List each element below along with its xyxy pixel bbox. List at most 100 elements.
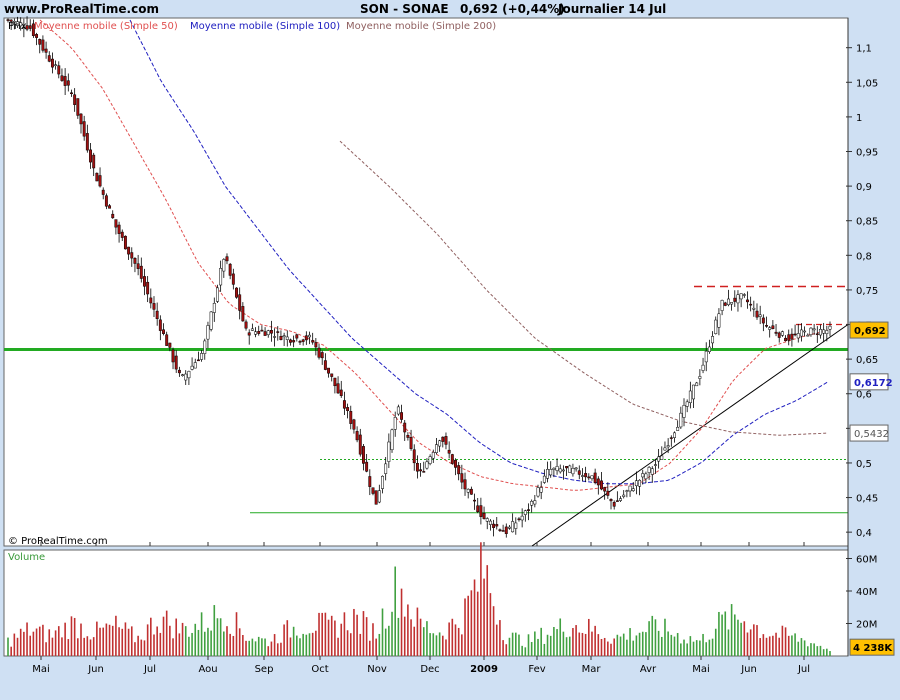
volume-bar — [324, 612, 327, 656]
price-candle — [174, 355, 178, 370]
price-candle — [368, 476, 372, 487]
price-candle — [276, 331, 280, 333]
site-name[interactable]: www.ProRealTime.com — [4, 2, 159, 16]
price-candle — [41, 39, 45, 51]
price-candle — [282, 335, 286, 338]
volume-bar — [26, 622, 28, 656]
x-tick-label: Fev — [528, 664, 545, 675]
price-candle — [755, 310, 759, 318]
price-candle — [212, 302, 216, 313]
price-candle — [393, 417, 397, 430]
volume-bar — [340, 623, 343, 656]
volume-bar — [245, 640, 247, 656]
x-tick-label: Jun — [740, 664, 757, 675]
volume-bar — [753, 624, 755, 656]
x-tick-label: Mai — [692, 664, 710, 675]
price-candle — [600, 480, 603, 490]
price-candle — [676, 426, 680, 431]
x-tick-label: Nov — [367, 664, 387, 675]
price-candle — [168, 342, 172, 348]
x-tick-label: Jun — [87, 664, 104, 675]
volume-bar — [772, 635, 774, 656]
price-candle — [12, 21, 16, 23]
price-candle — [203, 340, 207, 354]
volume-bar — [80, 623, 82, 656]
instrument-title: SON - SONAE — [360, 2, 449, 16]
volume-bar — [603, 637, 606, 656]
volume-bar — [413, 626, 416, 656]
volume-bar — [648, 621, 650, 656]
volume-bar — [683, 639, 685, 656]
price-candle — [454, 459, 457, 468]
volume-bar — [92, 637, 95, 656]
price-candle — [6, 19, 10, 21]
volume-bar — [394, 566, 396, 656]
volume-bar — [191, 632, 193, 656]
price-candle — [577, 470, 581, 475]
volume-bar — [622, 633, 625, 656]
volume-bar — [410, 619, 412, 656]
price-candle — [571, 467, 575, 475]
price-candle — [263, 331, 267, 336]
volume-bar — [299, 638, 301, 656]
volume-bar — [445, 639, 447, 656]
volume-bar — [784, 627, 787, 656]
price-candle — [730, 302, 734, 305]
volume-bar — [781, 625, 784, 656]
price-candle — [355, 431, 359, 441]
price-candle — [38, 39, 42, 45]
x-tick-label: Jul — [797, 664, 810, 675]
volume-bar — [337, 637, 339, 656]
price-candle — [149, 297, 153, 304]
price-candle — [304, 335, 308, 341]
price-candle — [79, 113, 83, 125]
volume-bar — [534, 631, 536, 656]
price-candle — [647, 467, 651, 473]
price-candle — [568, 465, 572, 473]
volume-bar — [721, 614, 723, 656]
volume-bar — [514, 632, 517, 656]
volume-bar — [540, 627, 542, 656]
volume-bar — [283, 624, 285, 656]
volume-bar — [676, 633, 679, 656]
price-tag — [849, 373, 889, 391]
price-candle — [733, 297, 737, 302]
volume-bar — [546, 634, 549, 656]
uptrend-line — [531, 324, 849, 547]
price-candle — [701, 364, 705, 371]
volume-bar — [549, 635, 552, 656]
price-candle — [266, 330, 270, 336]
y-tick-label: 0,75 — [856, 286, 878, 297]
volume-bar — [435, 635, 438, 656]
volume-bar — [45, 642, 47, 656]
volume-bar — [219, 618, 222, 656]
volume-bar — [327, 619, 330, 656]
volume-bar — [587, 618, 590, 656]
x-tick-label: Avr — [640, 664, 657, 675]
volume-bar — [7, 637, 9, 656]
price-candle — [508, 526, 511, 529]
volume-bar — [403, 616, 406, 656]
volume-bar — [600, 638, 603, 656]
volume-bar — [638, 632, 641, 656]
volume-bar — [378, 633, 381, 656]
volume-bar — [407, 604, 409, 656]
volume-bar — [518, 634, 520, 656]
price-candle — [435, 444, 438, 453]
volume-bar — [556, 629, 558, 656]
price-candle — [644, 473, 648, 480]
price-candle — [320, 352, 324, 359]
volume-bar — [311, 632, 314, 656]
price-candle — [590, 475, 594, 479]
volume-bar — [438, 632, 441, 656]
volume-bar — [35, 628, 38, 656]
volume-bar — [581, 632, 584, 656]
volume-bar — [334, 620, 336, 656]
volume-bar — [51, 637, 54, 656]
price-candle — [184, 373, 188, 381]
volume-bar — [267, 646, 270, 656]
price-candle — [612, 502, 616, 507]
volume-bar — [562, 631, 565, 656]
volume-label: Volume — [8, 552, 45, 563]
